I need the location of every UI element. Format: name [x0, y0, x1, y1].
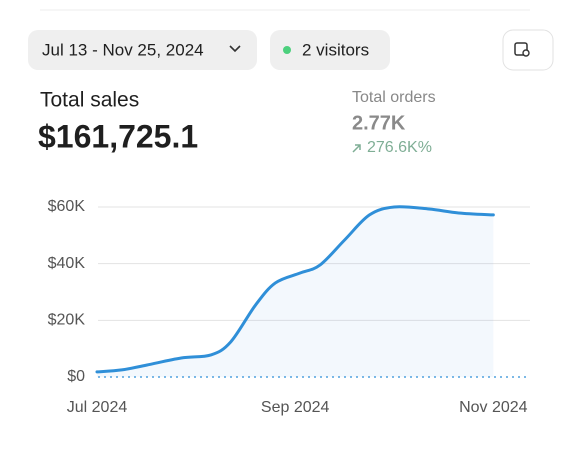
sales-label: Total sales	[40, 89, 139, 112]
report-button[interactable]	[502, 29, 554, 71]
x-tick-label: Nov 2024	[459, 399, 528, 416]
button-bg	[270, 30, 390, 70]
x-tick-label: Jul 2024	[67, 399, 128, 416]
y-tick-label: $60K	[48, 198, 86, 215]
visitors: 2 visitors	[302, 40, 369, 59]
orders-change: 276.6K%	[367, 139, 432, 156]
area-fill	[97, 206, 494, 377]
date-range: Jul 13 - Nov 25, 2024	[42, 40, 204, 59]
chevron-icon	[229, 45, 241, 53]
visitors-button[interactable]: 2 visitors	[270, 30, 390, 70]
button-bg	[28, 30, 257, 70]
live-dot	[283, 46, 291, 54]
chart: $0 $20K $40K $60K Jul 2024 Sep 2024 Nov 2024	[48, 198, 530, 416]
orders-value: 2.77K	[352, 112, 406, 134]
y-tick-label: $0	[67, 368, 85, 385]
orders-label: Total orders	[352, 89, 436, 106]
x-tick-label: Sep 2024	[261, 399, 330, 416]
date-range-button[interactable]: Jul 13 - Nov 25, 2024	[28, 30, 257, 70]
line	[95, 205, 495, 374]
up-arrow-icon	[352, 144, 361, 153]
sales-value: $161,725.1	[38, 118, 198, 154]
y-tick-label: $20K	[48, 312, 86, 329]
report-icon	[514, 42, 528, 56]
y-tick-label: $40K	[48, 255, 86, 272]
search-icon	[522, 49, 530, 57]
